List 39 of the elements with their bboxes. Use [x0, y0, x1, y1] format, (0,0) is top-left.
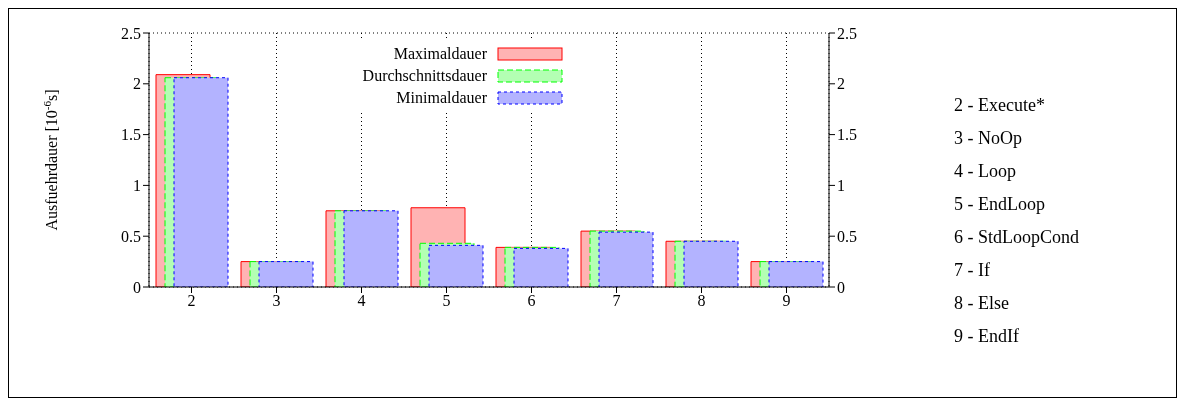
text: 9 - EndIf — [954, 325, 1020, 348]
bar — [683, 240, 739, 287]
y-tick-label: 2.5 — [121, 24, 141, 42]
bar — [258, 261, 314, 287]
bar — [343, 210, 399, 287]
text: 8 - Else — [954, 292, 1010, 315]
text: 2 - Execute* — [954, 94, 1046, 117]
x-tick-label: 4 — [357, 292, 366, 310]
x-tick-label: 2 — [187, 292, 196, 310]
y-tick-label: 0.5 — [121, 227, 141, 245]
bar — [598, 231, 654, 287]
legend-label: Durchschnittsdauer — [362, 67, 487, 85]
y-tick-label: 2 — [133, 75, 141, 93]
x-tick-label: 5 — [442, 292, 451, 310]
text: 4 - Loop — [954, 160, 1017, 183]
text: 6 - StdLoopCond — [954, 226, 1080, 249]
text: 3 - NoOp — [954, 127, 1023, 150]
legend-label: Minimaldauer — [396, 89, 487, 107]
x-tick-label: 7 — [612, 292, 621, 310]
y2-tick-label: 1 — [837, 177, 845, 195]
bar — [173, 77, 229, 287]
y-tick-label: 1 — [133, 177, 141, 195]
y2-tick-label: 2.5 — [837, 24, 857, 42]
y2-tick-label: 1.5 — [837, 126, 857, 144]
bar — [513, 247, 569, 287]
x-tick-label: 6 — [527, 292, 536, 310]
legend-label: Maximaldauer — [393, 45, 487, 63]
x-tick-label: 3 — [272, 292, 281, 310]
y-tick-label: 0 — [133, 278, 141, 296]
bar — [428, 244, 484, 287]
text: 5 - EndLoop — [954, 193, 1046, 216]
y2-tick-label: 0 — [837, 278, 845, 296]
x-tick-label: 8 — [697, 292, 706, 310]
y2-tick-label: 2 — [837, 75, 845, 93]
x-tick-label: 9 — [782, 292, 791, 310]
y2-tick-label: 0.5 — [837, 227, 857, 245]
text: 7 - If — [954, 259, 991, 282]
bar — [768, 261, 824, 287]
y-tick-label: 1.5 — [121, 126, 141, 144]
